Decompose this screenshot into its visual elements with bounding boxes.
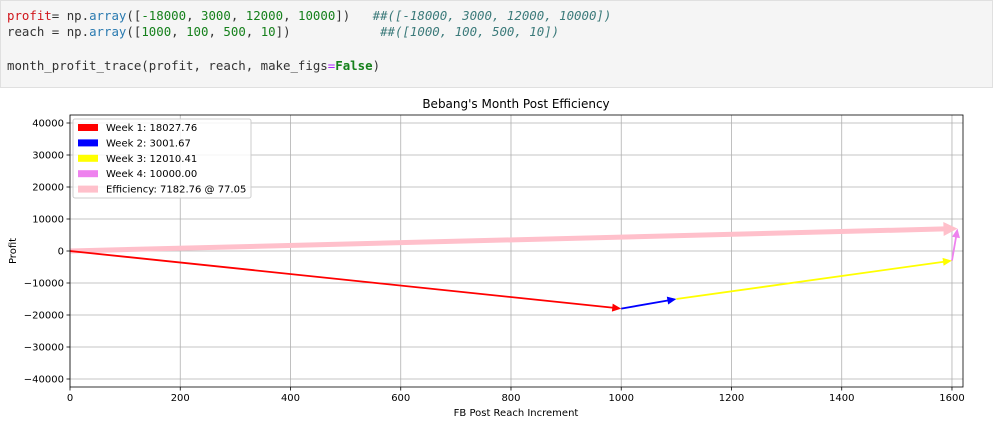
code-token: ]) <box>335 8 351 23</box>
code-var: reach <box>7 24 45 39</box>
code-cell[interactable]: profit= np.array([-18000, 3000, 12000, 1… <box>0 0 993 88</box>
legend-item: Week 2: 3001.67 <box>78 138 191 149</box>
legend-swatch <box>78 154 98 162</box>
code-token: , <box>186 8 201 23</box>
legend-label: Week 2: 3001.67 <box>106 138 191 149</box>
x-tick-label: 1600 <box>939 393 964 404</box>
code-token: np <box>66 24 82 39</box>
chart-title: Bebang's Month Post Efficiency <box>422 97 609 111</box>
code-token: , <box>171 24 187 39</box>
code-token: . <box>81 8 90 23</box>
code-line-reach: reach = np.array([1000, 100, 500, 10]) #… <box>7 24 559 40</box>
arrow-head <box>952 228 960 239</box>
y-tick-label: 30000 <box>32 151 64 162</box>
code-token: , <box>283 8 298 23</box>
code-number: -18000 <box>141 8 187 23</box>
legend-label: Week 4: 10000.00 <box>106 169 197 180</box>
code-number: 3000 <box>201 8 231 23</box>
arrow-head <box>611 303 622 312</box>
y-axis-label: Profit <box>8 238 19 264</box>
code-token: = <box>44 24 67 39</box>
x-tick-label: 200 <box>171 393 190 404</box>
code-token: , <box>208 24 224 39</box>
code-token: ) <box>372 58 381 73</box>
ticks: 0 200 400 600 800 1000 1200 1400 1600 −40000 −3000… <box>24 119 965 405</box>
x-tick-label: 400 <box>281 393 300 404</box>
series-line <box>69 250 614 309</box>
code-number: 500 <box>223 24 246 39</box>
arrow-head <box>942 257 952 266</box>
legend-label: Week 1: 18027.76 <box>106 123 197 134</box>
code-comment: ##([-18000, 3000, 12000, 10000]) <box>372 8 612 23</box>
legend-box <box>72 118 252 199</box>
code-token: , <box>230 8 246 23</box>
series-line <box>951 236 958 261</box>
series-line <box>69 226 945 254</box>
y-tick-label: 0 <box>58 247 64 258</box>
legend: Week 1: 18027.76 Week 2: 3001.67 Week 3: 1… <box>72 118 252 199</box>
series-arrow-5 <box>69 221 958 254</box>
x-axis-label: FB Post Reach Increment <box>454 408 579 419</box>
y-tick-label: −30000 <box>24 343 64 354</box>
code-number: 10 <box>260 24 276 39</box>
series-arrow-2 <box>621 296 677 310</box>
x-tick-label: 600 <box>391 393 410 404</box>
code-token: . <box>81 24 90 39</box>
arrow-head <box>666 296 677 305</box>
legend-item: Week 4: 10000.00 <box>78 169 197 180</box>
code-space <box>291 24 381 39</box>
series-arrow-4 <box>951 228 960 261</box>
code-token: ]) <box>275 24 291 39</box>
code-fn: array <box>89 24 127 39</box>
x-tick-label: 0 <box>67 393 73 404</box>
series-arrow-3 <box>676 257 952 300</box>
code-line-call: month_profit_trace(profit, reach, make_f… <box>7 58 380 74</box>
legend-item: Week 1: 18027.76 <box>78 123 197 134</box>
code-fn: array <box>89 8 127 23</box>
code-space <box>350 8 372 23</box>
series-arrow-1 <box>69 250 622 312</box>
code-number: 1000 <box>141 24 172 39</box>
legend-label: Week 3: 12010.41 <box>106 154 197 165</box>
series-layer <box>69 221 960 312</box>
code-comment: ##([1000, 100, 500, 10]) <box>380 24 560 39</box>
code-number: 10000 <box>298 8 336 23</box>
code-keyword: False <box>335 58 373 73</box>
x-tick-label: 800 <box>501 393 520 404</box>
y-tick-label: 40000 <box>32 119 64 130</box>
code-var: profit <box>7 8 52 23</box>
x-tick-label: 1000 <box>609 393 634 404</box>
code-token: , <box>245 24 261 39</box>
code-token: np <box>66 8 82 23</box>
arrow-head <box>943 221 958 236</box>
series-line <box>676 260 945 300</box>
chart-figure: 0 200 400 600 800 1000 1200 1400 1600 −40000 −3000… <box>8 97 965 419</box>
y-tick-label: −10000 <box>24 279 64 290</box>
y-tick-label: 20000 <box>32 183 64 194</box>
legend-swatch <box>78 170 98 178</box>
y-tick-label: 10000 <box>32 215 64 226</box>
code-number: 12000 <box>245 8 284 23</box>
legend-label: Efficiency: 7182.76 @ 77.05 <box>106 185 246 196</box>
y-tick-label: −40000 <box>24 375 64 386</box>
code-token: = <box>51 8 67 23</box>
code-number: 100 <box>186 24 209 39</box>
legend-swatch <box>78 124 98 131</box>
code-token: ([ <box>126 24 142 39</box>
legend-swatch <box>78 185 98 193</box>
y-tick-label: −20000 <box>24 311 64 322</box>
code-token: ([ <box>126 8 142 23</box>
code-call: month_profit_trace(profit, reach, make_f… <box>7 58 328 73</box>
legend-item: Efficiency: 7182.76 @ 77.05 <box>78 185 246 196</box>
series-line <box>621 299 669 310</box>
legend-swatch <box>78 139 98 147</box>
x-tick-label: 1200 <box>719 393 744 404</box>
legend-item: Week 3: 12010.41 <box>78 154 197 165</box>
code-token: = <box>327 58 336 73</box>
x-tick-label: 1400 <box>829 393 854 404</box>
code-line-profit: profit= np.array([-18000, 3000, 12000, 1… <box>7 8 611 24</box>
